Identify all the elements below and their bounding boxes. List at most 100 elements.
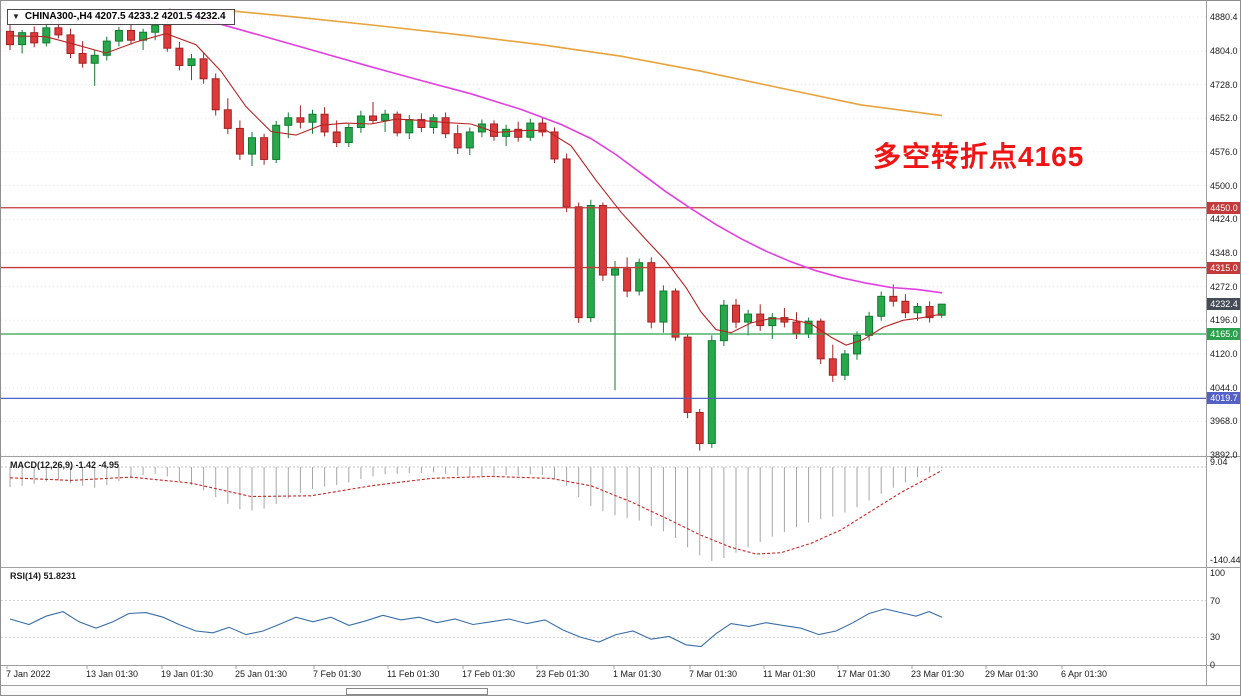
candle-body <box>695 411 704 444</box>
rsi-scale-label: 70 <box>1210 595 1221 606</box>
rsi-indicator-label: RSI(14) 51.8231 <box>10 571 77 581</box>
price-tick-label: 4044.0 <box>1210 382 1238 393</box>
candle-body <box>175 47 184 66</box>
candle-body <box>683 336 692 413</box>
candle-body <box>393 113 402 134</box>
price-tick-label: 4500.0 <box>1210 180 1238 191</box>
candle-body <box>344 127 353 144</box>
candle-body <box>647 262 656 323</box>
candle-body <box>296 117 305 123</box>
rsi-scale-label: 0 <box>1210 660 1216 670</box>
candle-body <box>465 131 474 149</box>
candle-body <box>163 24 172 49</box>
price-tick-label: 4196.0 <box>1210 315 1238 326</box>
candle-body <box>889 295 898 302</box>
price-tick-label: 4348.0 <box>1210 247 1238 258</box>
price-tick-label: 4424.0 <box>1210 214 1238 225</box>
price-tick-label: 4120.0 <box>1210 348 1238 359</box>
price-level-tag: 4450.0 <box>1207 201 1240 214</box>
time-label: 11 Feb 01:30 <box>387 669 440 679</box>
candle-body <box>405 119 414 134</box>
candle-body <box>260 137 269 160</box>
candle-body <box>853 334 861 355</box>
candle-body <box>453 133 462 149</box>
candle-body <box>816 320 825 360</box>
macd-signal-line <box>9 469 943 555</box>
candle-body <box>538 122 547 133</box>
time-label: 1 Mar 01:30 <box>613 669 662 679</box>
price-tick-label: 3968.0 <box>1210 416 1238 427</box>
candle-body <box>6 30 14 46</box>
candle-body <box>840 353 849 376</box>
candle-body <box>151 24 160 33</box>
candle-body <box>877 295 886 317</box>
ma-fast-line <box>9 33 943 346</box>
candle-body <box>356 115 365 129</box>
candle-body <box>223 109 232 129</box>
scrollbar-thumb[interactable] <box>346 688 488 695</box>
candle-body <box>598 205 607 276</box>
price-tick-label: 3892.0 <box>1210 450 1238 460</box>
candle-body <box>744 313 753 323</box>
candle-body <box>284 117 293 126</box>
candle-body <box>127 29 135 41</box>
candle-body <box>611 268 619 276</box>
symbol-info-box[interactable]: ▼ CHINA300-,H4 4207.5 4233.2 4201.5 4232… <box>7 9 235 25</box>
candle-body <box>925 306 934 319</box>
candle-body <box>18 32 27 46</box>
price-tick-label: 4272.0 <box>1210 281 1238 292</box>
time-label: 23 Feb 01:30 <box>536 669 590 679</box>
candle-body <box>54 27 63 36</box>
time-label: 25 Jan 01:30 <box>235 669 288 679</box>
candle-body <box>235 127 244 155</box>
candle-body <box>623 268 632 292</box>
time-label: 19 Jan 01:30 <box>161 669 214 679</box>
time-label: 7 Feb 01:30 <box>313 669 362 679</box>
symbol-ohlc-text: CHINA300-,H4 4207.5 4233.2 4201.5 4232.4 <box>24 11 226 22</box>
candle-body <box>441 117 450 135</box>
price-tick-label: 4576.0 <box>1210 146 1238 157</box>
time-label: 29 Mar 01:30 <box>985 669 1039 679</box>
price-level-tag: 4165.0 <box>1207 328 1240 341</box>
candle-body <box>417 119 426 129</box>
macd-scale-bottom: -140.44 <box>1210 555 1241 565</box>
candle-body <box>429 117 438 129</box>
candle-body <box>42 27 51 44</box>
candle-body <box>502 128 511 137</box>
time-label: 13 Jan 01:30 <box>86 669 139 679</box>
candle-body <box>102 40 111 56</box>
candle-body <box>320 113 329 133</box>
horizontal-scrollbar[interactable] <box>1 686 1240 695</box>
candle-body <box>514 128 523 138</box>
price-tick-label: 4728.0 <box>1210 79 1238 90</box>
price-tick-label: 4804.0 <box>1210 45 1238 56</box>
candle-body <box>901 300 910 314</box>
candle-body <box>272 124 281 160</box>
candle-body <box>865 315 874 336</box>
time-label: 7 Jan 2022 <box>6 669 51 679</box>
rsi-line <box>9 608 943 648</box>
candle-body <box>586 205 595 319</box>
candle-body <box>332 131 341 144</box>
time-label: 17 Feb 01:30 <box>462 669 516 679</box>
candle-body <box>659 290 668 323</box>
candle-body <box>381 113 390 121</box>
candle-body <box>828 358 837 376</box>
chevron-down-icon[interactable]: ▼ <box>12 12 20 21</box>
candle-body <box>211 78 220 111</box>
candle-body <box>308 113 317 123</box>
candle-body <box>90 54 99 64</box>
macd-scale-top: 9.04 <box>1210 457 1228 467</box>
candle-body <box>913 306 922 314</box>
time-label: 11 Mar 01:30 <box>763 669 816 679</box>
candle-body <box>78 53 87 64</box>
candle-body <box>732 304 740 323</box>
candle-body <box>248 137 256 155</box>
price-tick-label: 4652.0 <box>1210 113 1238 124</box>
candle-body <box>937 303 946 316</box>
candle-body <box>707 340 716 444</box>
candle-body <box>635 262 644 292</box>
price-tick-label: 4880.4 <box>1210 12 1238 22</box>
price-level-tag: 4315.0 <box>1207 261 1240 274</box>
